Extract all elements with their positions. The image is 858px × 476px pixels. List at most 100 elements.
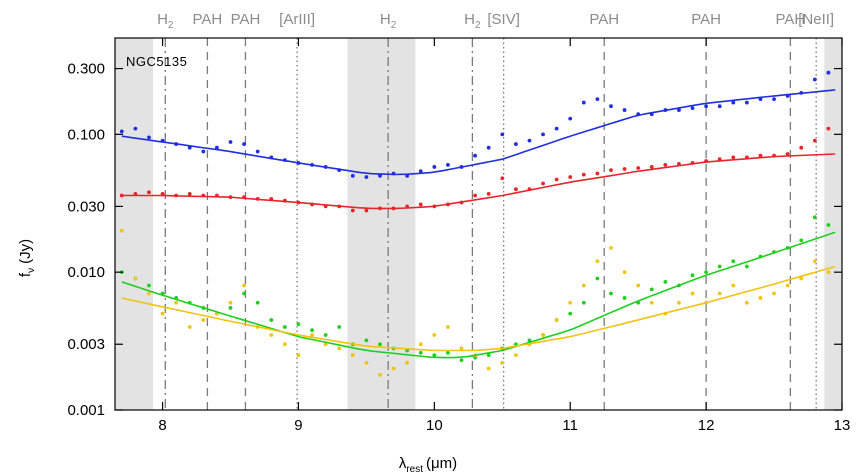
data-point [744,264,749,269]
data-point [609,291,613,296]
x-tick-label: 11 [562,417,578,434]
data-point [690,273,695,278]
data-point [242,283,246,288]
data-point [772,291,776,296]
data-point [772,97,776,102]
data-point [513,142,518,146]
data-point [609,168,613,173]
data-point [622,270,627,275]
data-point [459,346,464,351]
x-tick-label: 10 [426,417,443,434]
data-point [812,259,817,264]
data-point [595,97,600,102]
data-point [636,166,641,170]
feature-label: [SIV] [487,11,520,28]
data-point [568,175,573,179]
data-point [364,175,369,179]
data-point [310,328,314,332]
data-point [622,296,627,300]
y-tick-label: 0.001 [67,402,105,419]
data-point [337,325,342,329]
data-point [717,264,722,269]
x-tick-label: 9 [294,417,302,434]
data-point [255,149,260,154]
data-point [432,333,437,337]
data-point [160,311,165,316]
data-point [677,300,681,305]
data-point [622,167,627,171]
data-point [446,325,450,329]
data-point [391,366,396,371]
object-label: NGC5135 [126,54,187,69]
data-point [432,165,437,169]
data-point [350,208,355,213]
data-point [799,145,804,150]
data-point [826,270,831,275]
data-point [119,193,124,198]
feature-label: H2 [464,11,481,31]
data-point [731,155,736,160]
data-point [744,100,749,105]
data-point [473,153,478,158]
data-point [799,276,804,281]
feature-label: [ArIII] [279,11,315,28]
data-point [255,300,260,305]
data-point [310,333,314,337]
y-tick-label: 0.003 [67,336,105,353]
data-point [147,135,151,140]
feature-label: PAH [691,11,721,28]
data-point [636,283,641,288]
data-point [568,116,573,121]
data-point [731,259,736,264]
data-point [432,353,437,358]
axes: 8 9 10 11 12 13 0.001 0.003 0.010 0.030 0.100 0.300 [67,38,850,434]
data-point [350,173,355,178]
x-tick-label: 12 [698,417,715,434]
data-point [228,306,233,310]
data-point [581,300,586,305]
model-curve [121,153,836,210]
data-point [581,100,586,105]
data-point [609,245,613,250]
data-point [554,126,559,131]
data-point [201,318,206,322]
data-point [147,283,151,288]
data-point [364,360,369,365]
data-point [513,353,518,358]
data-point [554,177,559,182]
data-point [812,138,817,143]
data-point [119,228,124,233]
data-point [649,300,654,305]
data-point [663,279,668,284]
data-point [215,145,219,150]
data-point [446,163,450,167]
data-point [500,176,505,181]
data-point [446,350,450,355]
feature-label: H2 [157,11,174,31]
data-point [282,325,287,329]
data-point [663,163,668,167]
feature-labels: H2 PAH PAH [ArIII] H2 H2 [SIV] PAH PAH PAH[NeII] [157,11,834,31]
data-point [201,149,206,154]
data-point [228,140,233,144]
data-point [704,104,709,109]
data-point [378,173,382,178]
y-axis-title: fν(Jy) [17,239,37,277]
data-point [296,322,301,326]
data-point [418,202,423,207]
data-point [758,296,763,300]
data-point [418,169,423,174]
data-point [323,333,328,337]
model-curves [121,89,836,359]
x-tick-label: 8 [158,417,166,434]
data-point [147,291,151,296]
data-point [459,358,464,363]
data-point [649,287,654,292]
data-point [541,333,545,337]
shaded-regions [115,38,842,410]
feature-label: PAH [231,11,261,28]
feature-label: PAH [775,11,805,28]
data-point [717,291,722,296]
data-point [405,360,410,365]
